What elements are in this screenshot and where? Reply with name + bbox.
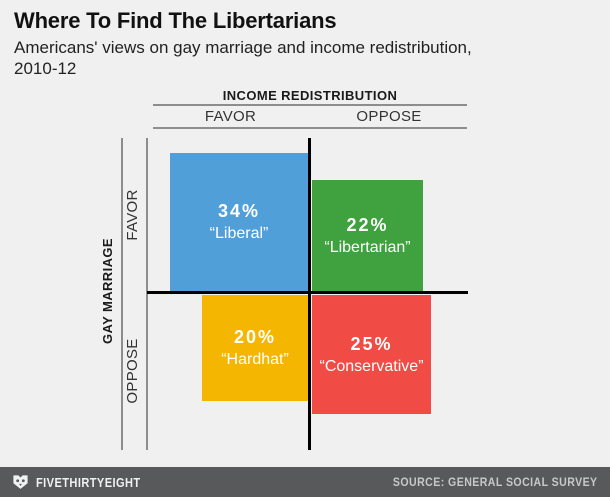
x-axis-rule-bottom	[153, 127, 467, 129]
crosshair-vertical-axis	[308, 138, 311, 450]
chart-title: Where To Find The Libertarians	[14, 8, 337, 33]
x-axis-label-oppose: OPPOSE	[356, 108, 422, 125]
quadrant-hardhat: 20% “Hardhat”	[202, 295, 308, 401]
quadrant-libertarian-label: “Libertarian”	[324, 238, 411, 256]
quadrant-hardhat-label: “Hardhat”	[221, 351, 289, 368]
chart-subtitle-line2: 2010-12	[14, 59, 77, 78]
quadrant-libertarian-value: 22%	[346, 214, 389, 235]
y-axis-label-favor: FAVOR	[124, 189, 141, 241]
quadrant-liberal: 34% “Liberal”	[170, 153, 308, 291]
crosshair-horizontal-axis	[147, 291, 468, 294]
brand-name: FIVETHIRTYEIGHT	[36, 474, 141, 490]
quadrant-conservative-value: 25%	[350, 333, 393, 354]
y-axis-rule-right	[146, 138, 148, 450]
quadrant-conservative-label: “Conservative”	[319, 357, 424, 375]
fivethirtyeight-fox-logo-icon	[13, 474, 28, 489]
quadrant-liberal-value: 34%	[217, 201, 261, 221]
source-credit: SOURCE: GENERAL SOCIAL SURVEY	[393, 475, 598, 489]
x-axis-label-favor: FAVOR	[204, 108, 257, 125]
x-axis-rule-top	[153, 104, 467, 106]
chart-subtitle: Americans' views on gay marriage and inc…	[14, 37, 472, 79]
brand: FIVETHIRTYEIGHT	[12, 474, 159, 491]
chart-subtitle-line1: Americans' views on gay marriage and inc…	[14, 38, 472, 57]
y-axis-title: GAY MARRIAGE	[100, 238, 115, 344]
quadrant-conservative: 25% “Conservative”	[312, 295, 431, 414]
quadrant-hardhat-value: 20%	[233, 327, 277, 347]
y-axis-label-oppose: OPPOSE	[124, 338, 141, 404]
quadrant-liberal-label: “Liberal”	[209, 225, 269, 242]
x-axis-title: INCOME REDISTRIBUTION	[222, 88, 398, 103]
footer-bar: FIVETHIRTYEIGHT SOURCE: GENERAL SOCIAL S…	[0, 467, 610, 497]
quadrant-libertarian: 22% “Libertarian”	[312, 180, 423, 291]
y-axis-rule-left	[121, 138, 123, 450]
